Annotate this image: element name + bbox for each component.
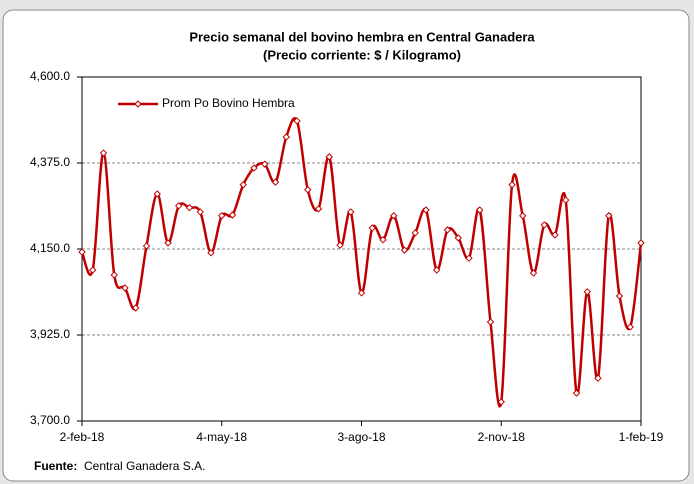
point-marker — [594, 374, 602, 382]
point-marker — [99, 149, 108, 157]
point-marker — [529, 269, 538, 277]
y-tick-label: 3,925.0 — [30, 327, 70, 341]
y-tick-label: 4,150.0 — [30, 241, 70, 255]
point-marker — [465, 254, 473, 262]
y-tick-label: 4,600.0 — [30, 69, 70, 83]
point-marker — [519, 212, 527, 220]
point-marker — [153, 190, 161, 198]
point-marker — [196, 208, 204, 216]
point-marker — [336, 241, 344, 249]
point-marker — [239, 181, 247, 189]
point-marker — [110, 271, 118, 279]
chart-subtitle: (Precio corriente: $ / Kilogramo) — [263, 47, 461, 62]
point-marker — [304, 186, 312, 194]
point-marker — [422, 206, 430, 214]
point-marker — [508, 181, 516, 189]
point-marker — [476, 206, 484, 214]
point-marker — [605, 212, 613, 220]
point-marker — [121, 284, 129, 292]
source-label: Fuente: — [34, 459, 77, 473]
legend-label: Prom Po Bovino Hembra — [162, 96, 295, 110]
point-marker — [218, 212, 226, 220]
point-marker — [572, 389, 581, 397]
point-marker — [325, 153, 333, 161]
point-marker — [347, 208, 355, 216]
x-tick-label: 1-feb-19 — [619, 430, 664, 444]
point-marker — [411, 229, 419, 237]
point-marker — [271, 178, 280, 186]
point-marker — [637, 239, 645, 247]
source: Central Ganadera S.A. — [84, 459, 205, 473]
point-marker — [486, 318, 495, 326]
point-marker — [615, 292, 624, 300]
point-marker — [185, 204, 194, 212]
point-marker — [454, 234, 462, 242]
point-marker — [78, 248, 86, 256]
point-marker — [551, 231, 559, 239]
x-tick-label: 2-nov-18 — [478, 430, 526, 444]
point-marker — [379, 236, 387, 244]
point-marker — [583, 288, 591, 296]
point-marker — [368, 224, 376, 232]
point-marker — [132, 304, 140, 312]
point-marker — [250, 164, 258, 172]
point-marker — [261, 160, 269, 168]
x-tick-label: 4-may-18 — [196, 430, 247, 444]
chart-frame — [2, 9, 690, 482]
point-marker — [540, 221, 548, 229]
point-marker — [390, 212, 398, 220]
point-marker — [207, 249, 215, 257]
point-marker — [314, 205, 323, 213]
point-marker — [164, 239, 172, 247]
point-marker — [175, 202, 183, 210]
x-tick-label: 3-ago-18 — [337, 430, 385, 444]
y-tick-label: 3,700.0 — [30, 413, 70, 427]
point-marker — [282, 133, 290, 141]
point-marker — [89, 266, 97, 274]
point-marker — [293, 117, 301, 125]
point-marker — [443, 226, 452, 234]
legend-marker — [134, 100, 142, 108]
point-marker — [497, 398, 505, 406]
point-marker — [357, 289, 366, 297]
point-marker — [433, 266, 441, 274]
chart-title: Precio semanal del bovino hembra en Cent… — [189, 29, 535, 44]
point-marker — [400, 246, 409, 254]
x-tick-label: 2-feb-18 — [60, 430, 105, 444]
point-marker — [228, 211, 237, 219]
point-marker — [142, 242, 151, 250]
y-tick-label: 4,375.0 — [30, 155, 70, 169]
point-marker — [562, 196, 570, 204]
point-marker — [626, 323, 634, 331]
